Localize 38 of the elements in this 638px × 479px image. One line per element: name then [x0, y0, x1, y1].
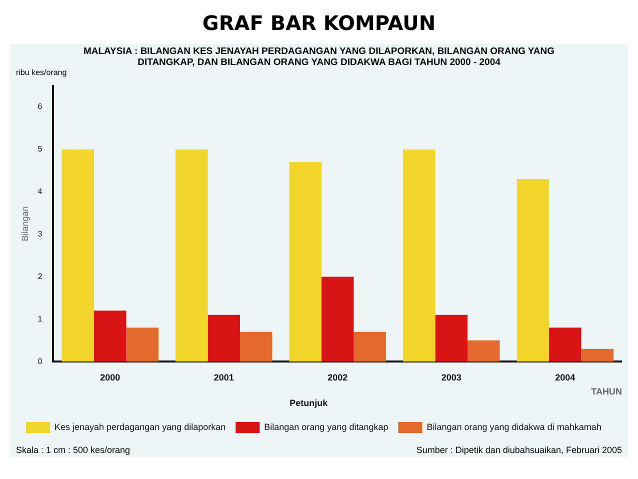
chart-title: GRAF BAR KOMPAUN — [201, 10, 437, 37]
bar — [176, 149, 208, 362]
y-tick-label: 6 — [38, 102, 43, 112]
chart-subtitle: MALAYSIA : BILANGAN KES JENAYAH PERDAGANGAN YANG DILAPORKAN, BILANGAN ORANG YANG DITANGKAP, DAN BILANGAN ORANG YANG DIDAKWA BAGI TAHUN 2000 - 2004 — [82, 46, 556, 68]
y-axis-title: Bilangan — [20, 206, 30, 242]
y-tick-label: 2 — [38, 272, 43, 281]
y-tick-label: 5 — [38, 144, 43, 154]
x-tick-label: 2000 — [100, 372, 120, 382]
bar — [240, 332, 272, 362]
text: Skala : 1 cm : 500 kes/orang — [16, 445, 130, 455]
bar — [322, 276, 354, 362]
bar — [581, 348, 614, 362]
legend-label: Bilangan orang yang ditangkap — [264, 422, 388, 432]
x-tick-label: 2004 — [555, 372, 576, 382]
y-tick-label: 4 — [38, 187, 43, 196]
bar — [126, 328, 158, 362]
x-tick-label: 2003 — [441, 372, 462, 382]
bar — [435, 314, 468, 362]
x-axis-title: TAHUN — [591, 386, 622, 396]
legend-title: Petunjuk — [290, 398, 329, 408]
bar — [516, 179, 550, 362]
y-tick-label: 1 — [38, 314, 43, 324]
y-tick-label: 0 — [38, 356, 43, 366]
text: ribu kes/orang — [16, 68, 68, 78]
x-tick-label: 2001 — [214, 372, 234, 382]
bar — [94, 310, 126, 362]
bar — [354, 332, 386, 362]
bar — [403, 149, 436, 362]
bar — [549, 328, 582, 362]
x-tick-label: 2002 — [328, 372, 348, 382]
bar — [467, 340, 500, 362]
bar — [289, 162, 322, 362]
bar — [208, 314, 240, 362]
bar — [62, 149, 94, 362]
text: Sumber : Dipetik dan diubahsuaikan, Februari 2005 — [416, 445, 622, 455]
y-tick-label: 3 — [38, 230, 43, 239]
legend-label: Bilangan orang yang didakwa di mahkamah — [426, 422, 602, 432]
legend-label: Kes jenayah perdagangan yang dilaporkan — [54, 422, 226, 432]
